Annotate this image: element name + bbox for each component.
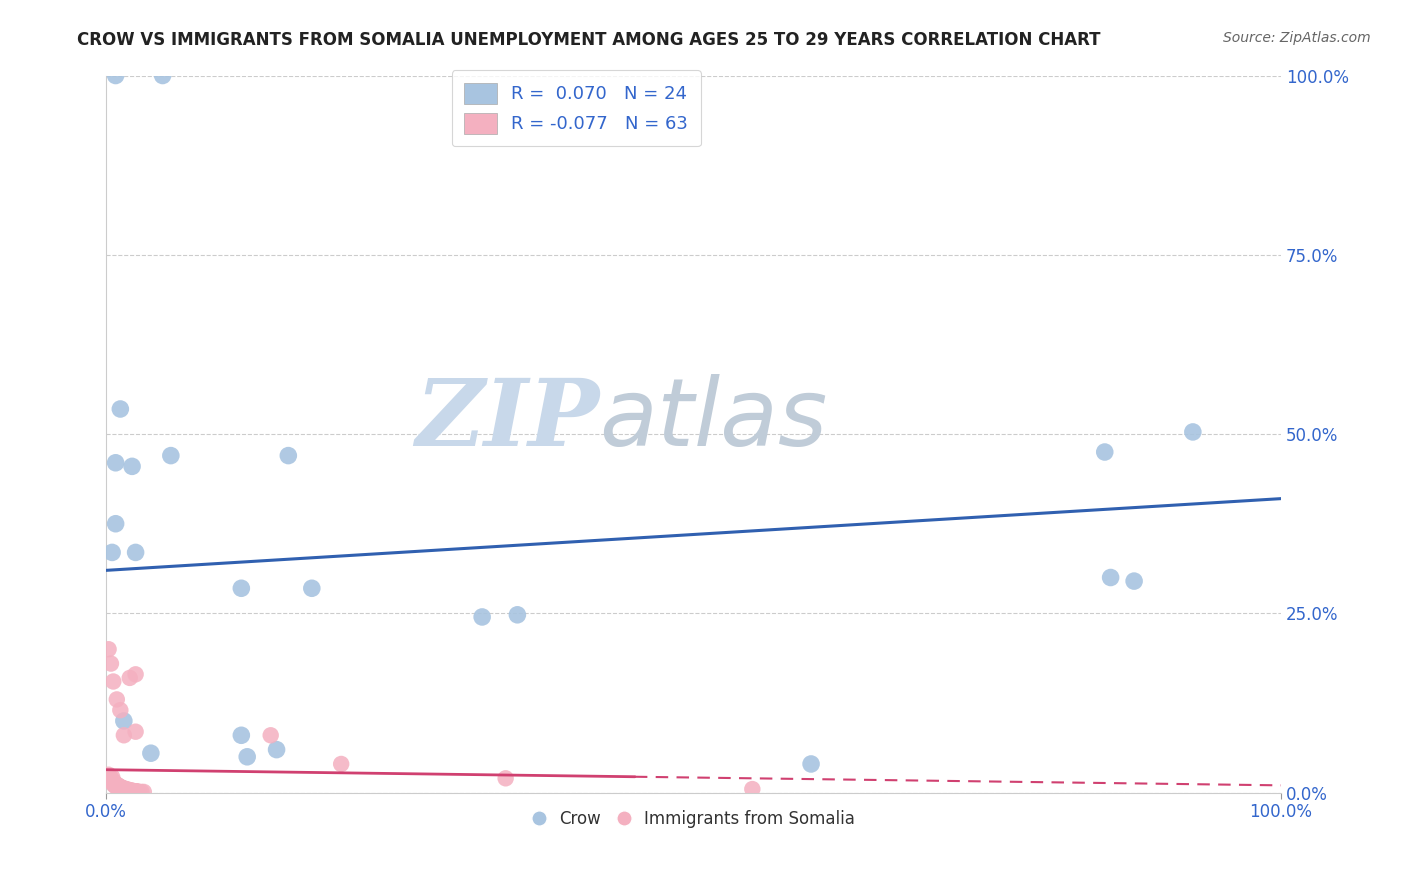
Point — [108, 781, 131, 796]
Point — [111, 781, 134, 796]
Point — [98, 772, 121, 787]
Point — [124, 785, 146, 799]
Point — [471, 610, 494, 624]
Point — [124, 545, 146, 559]
Point — [122, 784, 145, 798]
Point — [112, 781, 135, 796]
Point — [124, 784, 146, 798]
Point — [104, 69, 127, 83]
Text: atlas: atlas — [599, 375, 828, 466]
Point — [1094, 445, 1116, 459]
Point — [115, 782, 138, 797]
Point — [301, 581, 323, 595]
Point — [107, 779, 129, 793]
Point — [110, 703, 132, 717]
Point — [117, 782, 139, 797]
Point — [122, 785, 145, 799]
Point — [103, 777, 125, 791]
Text: ZIP: ZIP — [415, 375, 599, 465]
Point — [115, 783, 138, 797]
Point — [114, 782, 136, 797]
Point — [120, 783, 142, 797]
Point — [110, 782, 132, 797]
Point — [495, 772, 517, 786]
Point — [118, 671, 141, 685]
Point — [506, 607, 529, 622]
Point — [104, 777, 127, 791]
Point — [110, 780, 132, 794]
Point — [132, 785, 155, 799]
Legend: Crow, Immigrants from Somalia: Crow, Immigrants from Somalia — [526, 803, 862, 835]
Point — [103, 775, 125, 789]
Point — [117, 783, 139, 797]
Point — [125, 784, 148, 798]
Point — [236, 749, 259, 764]
Point — [103, 779, 125, 793]
Point — [101, 545, 124, 559]
Point — [125, 785, 148, 799]
Point — [127, 785, 149, 799]
Point — [118, 783, 141, 797]
Point — [110, 780, 132, 795]
Point — [103, 774, 125, 789]
Point — [103, 674, 125, 689]
Point — [110, 782, 132, 797]
Point — [105, 692, 128, 706]
Point — [128, 785, 150, 799]
Point — [1099, 570, 1122, 584]
Point — [114, 783, 136, 797]
Point — [101, 770, 124, 784]
Point — [124, 724, 146, 739]
Point — [330, 756, 353, 771]
Point — [231, 728, 253, 742]
Point — [112, 782, 135, 797]
Point — [112, 714, 135, 728]
Point — [121, 784, 143, 798]
Point — [105, 780, 128, 794]
Point — [118, 784, 141, 798]
Point — [111, 782, 134, 797]
Point — [124, 784, 146, 798]
Point — [104, 456, 127, 470]
Point — [277, 449, 299, 463]
Point — [121, 459, 143, 474]
Point — [1123, 574, 1146, 588]
Point — [97, 642, 120, 657]
Point — [105, 778, 128, 792]
Point — [104, 779, 127, 793]
Point — [100, 772, 122, 786]
Point — [108, 779, 131, 793]
Point — [117, 783, 139, 797]
Point — [131, 785, 153, 799]
Point — [124, 667, 146, 681]
Point — [124, 785, 146, 799]
Point — [152, 69, 174, 83]
Point — [266, 742, 288, 756]
Text: CROW VS IMMIGRANTS FROM SOMALIA UNEMPLOYMENT AMONG AGES 25 TO 29 YEARS CORRELATI: CROW VS IMMIGRANTS FROM SOMALIA UNEMPLOY… — [77, 31, 1101, 49]
Point — [121, 783, 143, 797]
Point — [104, 516, 127, 531]
Point — [741, 782, 763, 797]
Text: Source: ZipAtlas.com: Source: ZipAtlas.com — [1223, 31, 1371, 45]
Point — [117, 782, 139, 797]
Point — [139, 746, 162, 760]
Point — [800, 756, 823, 771]
Point — [101, 775, 124, 789]
Point — [231, 581, 253, 595]
Point — [160, 449, 183, 463]
Point — [107, 780, 129, 795]
Point — [260, 728, 283, 742]
Point — [100, 657, 122, 671]
Point — [110, 402, 132, 417]
Point — [120, 784, 142, 798]
Point — [112, 728, 135, 742]
Point — [97, 768, 120, 782]
Point — [1181, 425, 1204, 439]
